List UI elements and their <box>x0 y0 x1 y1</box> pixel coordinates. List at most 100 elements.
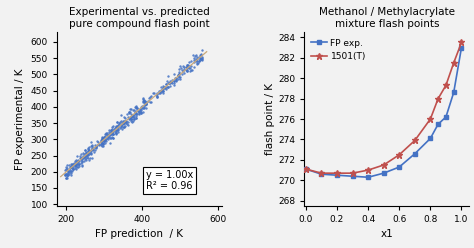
Point <box>96 142 103 146</box>
Point <box>139 96 146 100</box>
Line: 1501(T): 1501(T) <box>303 39 465 176</box>
Point <box>176 77 183 81</box>
Point <box>69 167 77 171</box>
Point <box>153 94 161 98</box>
1501(T) <box>435 97 441 100</box>
Point <box>198 52 205 56</box>
Point <box>198 57 206 61</box>
Point <box>132 106 140 110</box>
Point <box>160 86 168 90</box>
Point <box>130 113 137 117</box>
Point <box>164 85 172 89</box>
Point <box>108 132 115 136</box>
Point <box>86 151 94 155</box>
Point <box>87 149 95 153</box>
Point <box>68 163 76 167</box>
Point <box>82 150 90 154</box>
Point <box>68 171 75 175</box>
Point <box>66 168 74 172</box>
Point <box>197 57 205 61</box>
Point <box>153 95 160 99</box>
Point <box>109 129 116 133</box>
Point <box>134 106 141 110</box>
Point <box>155 89 163 93</box>
Point <box>175 67 182 71</box>
Point <box>112 125 119 129</box>
Point <box>170 79 178 83</box>
Point <box>63 172 71 176</box>
Point <box>120 115 128 119</box>
Point <box>122 121 129 124</box>
1501(T) <box>443 84 449 87</box>
Point <box>61 173 69 177</box>
Point <box>172 78 180 82</box>
Point <box>192 59 200 62</box>
Point <box>82 154 89 158</box>
Point <box>142 102 150 106</box>
Point <box>193 55 201 59</box>
Point <box>134 109 141 113</box>
Point <box>118 127 126 131</box>
Point <box>130 118 138 122</box>
Point <box>74 162 82 166</box>
FP exp. <box>319 173 324 176</box>
Point <box>140 103 147 107</box>
Point <box>109 124 117 128</box>
Point <box>72 160 80 164</box>
Point <box>195 61 202 65</box>
Point <box>187 69 194 73</box>
Point <box>81 157 88 161</box>
Point <box>113 121 121 124</box>
Point <box>61 172 69 176</box>
Point <box>114 124 122 128</box>
Point <box>142 106 150 110</box>
Point <box>129 108 137 112</box>
Point <box>78 157 86 161</box>
Point <box>186 64 193 68</box>
Point <box>136 109 143 113</box>
Point <box>139 110 147 114</box>
Point <box>190 58 197 62</box>
Point <box>108 130 115 134</box>
Point <box>124 123 131 127</box>
Point <box>67 164 74 168</box>
FP exp. <box>303 168 309 171</box>
Point <box>192 57 200 61</box>
Point <box>109 132 117 136</box>
Point <box>116 120 123 124</box>
Point <box>183 69 191 73</box>
FP exp. <box>396 166 402 169</box>
Point <box>103 131 111 135</box>
Point <box>117 113 125 117</box>
Point <box>106 136 113 140</box>
X-axis label: FP prediction  / K: FP prediction / K <box>95 229 183 239</box>
Point <box>115 130 122 134</box>
Point <box>118 125 125 129</box>
Point <box>108 128 115 132</box>
Point <box>71 163 79 167</box>
Point <box>134 112 141 116</box>
Point <box>85 158 92 162</box>
Point <box>139 97 147 101</box>
Point <box>192 58 200 62</box>
Point <box>132 105 140 109</box>
Point <box>112 132 120 136</box>
Point <box>121 124 128 128</box>
Point <box>127 115 135 119</box>
Point <box>195 55 203 59</box>
Point <box>108 128 115 132</box>
Point <box>69 169 76 173</box>
Point <box>74 158 82 162</box>
Point <box>137 111 145 115</box>
Point <box>84 151 92 155</box>
Point <box>113 130 120 134</box>
Point <box>79 163 86 167</box>
Point <box>77 156 85 160</box>
Point <box>172 78 180 82</box>
Point <box>196 56 203 60</box>
Point <box>157 90 165 94</box>
Point <box>113 124 121 128</box>
Point <box>162 82 170 86</box>
Point <box>199 56 206 60</box>
Point <box>174 74 182 78</box>
